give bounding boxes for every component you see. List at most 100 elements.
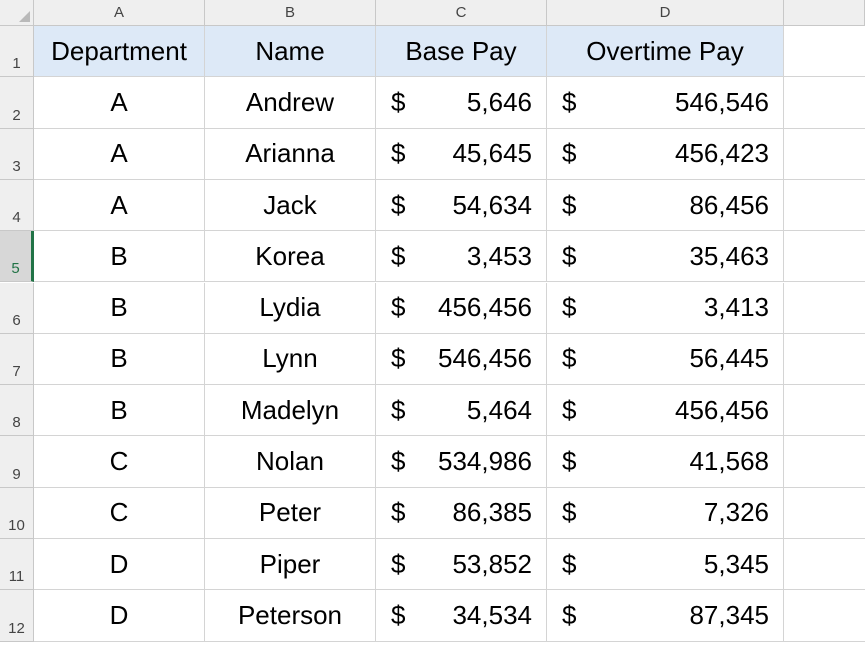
base-pay-cell[interactable]: $534,986 (376, 436, 547, 488)
base-pay-cell[interactable]: $5,464 (376, 385, 547, 437)
header-cell-name[interactable]: Name (205, 26, 376, 78)
cell-value: 53,852 (452, 548, 532, 579)
overtime-pay-cell[interactable]: $56,445 (547, 333, 784, 386)
base-pay-cell[interactable]: $53,852 (376, 539, 547, 591)
select-all-button[interactable] (0, 0, 34, 26)
empty-cell[interactable] (784, 488, 865, 539)
overtime-pay-cell[interactable]: $5,345 (547, 539, 784, 591)
base-pay-cell[interactable]: $45,645 (376, 128, 547, 180)
base-pay-cell[interactable]: $3,453 (376, 231, 547, 283)
empty-cell[interactable] (784, 231, 865, 283)
empty-cell[interactable] (784, 590, 865, 642)
cell-value: 456,423 (675, 138, 769, 169)
header-cell-overtime-pay[interactable]: Overtime Pay (547, 26, 784, 78)
overtime-pay-cell[interactable]: $3,413 (547, 282, 784, 334)
row-header-8[interactable]: 8 (0, 385, 34, 437)
header-cell-department[interactable]: Department (34, 26, 205, 78)
base-pay-cell[interactable]: $86,385 (376, 487, 547, 539)
name-cell[interactable]: Arianna (205, 128, 376, 180)
currency-symbol: $ (391, 548, 406, 579)
overtime-pay-cell[interactable]: $456,456 (547, 385, 784, 437)
department-cell[interactable]: B (34, 385, 205, 437)
department-cell[interactable]: B (34, 282, 205, 334)
cell-value: B (110, 394, 128, 425)
empty-cell[interactable] (784, 539, 865, 591)
column-letter: D (659, 4, 671, 21)
empty-cell[interactable] (784, 436, 865, 488)
cell-value: Madelyn (240, 394, 340, 425)
row-header-11[interactable]: 11 (0, 539, 34, 591)
column-header-c[interactable]: C (376, 0, 547, 26)
currency-symbol: $ (562, 446, 577, 477)
overtime-pay-cell[interactable]: $41,568 (547, 436, 784, 488)
row-number: 7 (12, 363, 21, 381)
row-number: 3 (12, 157, 21, 175)
cell-value: 546,546 (675, 86, 769, 117)
currency-symbol: $ (562, 86, 577, 117)
empty-cell[interactable] (784, 334, 865, 386)
empty-cell[interactable] (784, 77, 865, 129)
currency-symbol: $ (562, 189, 577, 220)
name-cell[interactable]: Peter (205, 487, 376, 539)
column-header-d[interactable]: D (547, 0, 784, 26)
cell-value: Piper (259, 548, 321, 579)
empty-cell[interactable] (784, 180, 865, 232)
overtime-pay-cell[interactable]: $7,326 (547, 487, 784, 539)
department-cell[interactable]: B (34, 231, 205, 283)
row-header-6[interactable]: 6 (0, 282, 34, 334)
name-cell[interactable]: Lydia (205, 282, 376, 334)
name-cell[interactable]: Jack (205, 179, 376, 232)
row-header-2[interactable]: 2 (0, 77, 34, 129)
department-cell[interactable]: C (34, 436, 205, 488)
base-pay-cell[interactable]: $34,534 (376, 590, 547, 642)
empty-cell[interactable] (784, 26, 865, 78)
department-cell[interactable]: A (34, 128, 205, 180)
department-cell[interactable]: C (34, 487, 205, 539)
overtime-pay-cell[interactable]: $86,456 (547, 179, 784, 232)
overtime-pay-cell[interactable]: $456,423 (547, 128, 784, 180)
currency-symbol: $ (391, 394, 406, 425)
name-cell[interactable]: Madelyn (205, 385, 376, 437)
row-header-1[interactable]: 1 (0, 26, 34, 78)
header-cell-base-pay[interactable]: Base Pay (376, 26, 547, 78)
cell-value: 3,453 (466, 240, 532, 271)
department-cell[interactable]: B (34, 333, 205, 386)
empty-cell[interactable] (784, 283, 865, 334)
base-pay-cell[interactable]: $456,456 (376, 282, 547, 334)
department-cell[interactable]: A (34, 77, 205, 129)
row-header-12[interactable]: 12 (0, 590, 34, 642)
row-number: 5 (11, 260, 20, 278)
name-cell[interactable]: Korea (205, 231, 376, 283)
column-header-empty[interactable] (784, 0, 865, 26)
cell-value: Peterson (237, 599, 343, 630)
name-cell[interactable]: Lynn (205, 333, 376, 386)
department-cell[interactable]: A (34, 179, 205, 232)
cell-value: Lydia (259, 292, 321, 323)
base-pay-cell[interactable]: $54,634 (376, 179, 547, 232)
overtime-pay-cell[interactable]: $546,546 (547, 77, 784, 129)
cell-value: 7,326 (703, 497, 769, 528)
name-cell[interactable]: Nolan (205, 436, 376, 488)
name-cell[interactable]: Peterson (205, 590, 376, 642)
empty-cell[interactable] (784, 385, 865, 437)
name-cell[interactable]: Andrew (205, 77, 376, 129)
row-header-10[interactable]: 10 (0, 487, 34, 539)
row-number: 10 (8, 516, 25, 534)
column-header-b[interactable]: B (205, 0, 376, 26)
base-pay-cell[interactable]: $5,646 (376, 77, 547, 129)
name-cell[interactable]: Piper (205, 539, 376, 591)
base-pay-cell[interactable]: $546,456 (376, 333, 547, 386)
row-header-5[interactable]: 5 (0, 231, 34, 283)
overtime-pay-cell[interactable]: $87,345 (547, 590, 784, 642)
overtime-pay-cell[interactable]: $35,463 (547, 231, 784, 283)
row-header-9[interactable]: 9 (0, 436, 34, 488)
row-header-4[interactable]: 4 (0, 179, 34, 232)
row-header-3[interactable]: 3 (0, 128, 34, 180)
column-header-a[interactable]: A (34, 0, 205, 26)
department-cell[interactable]: D (34, 539, 205, 591)
row-header-7[interactable]: 7 (0, 333, 34, 386)
cell-value: 87,345 (689, 599, 769, 630)
empty-cell[interactable] (784, 129, 865, 180)
department-cell[interactable]: D (34, 590, 205, 642)
cell-value: 34,534 (452, 599, 532, 630)
